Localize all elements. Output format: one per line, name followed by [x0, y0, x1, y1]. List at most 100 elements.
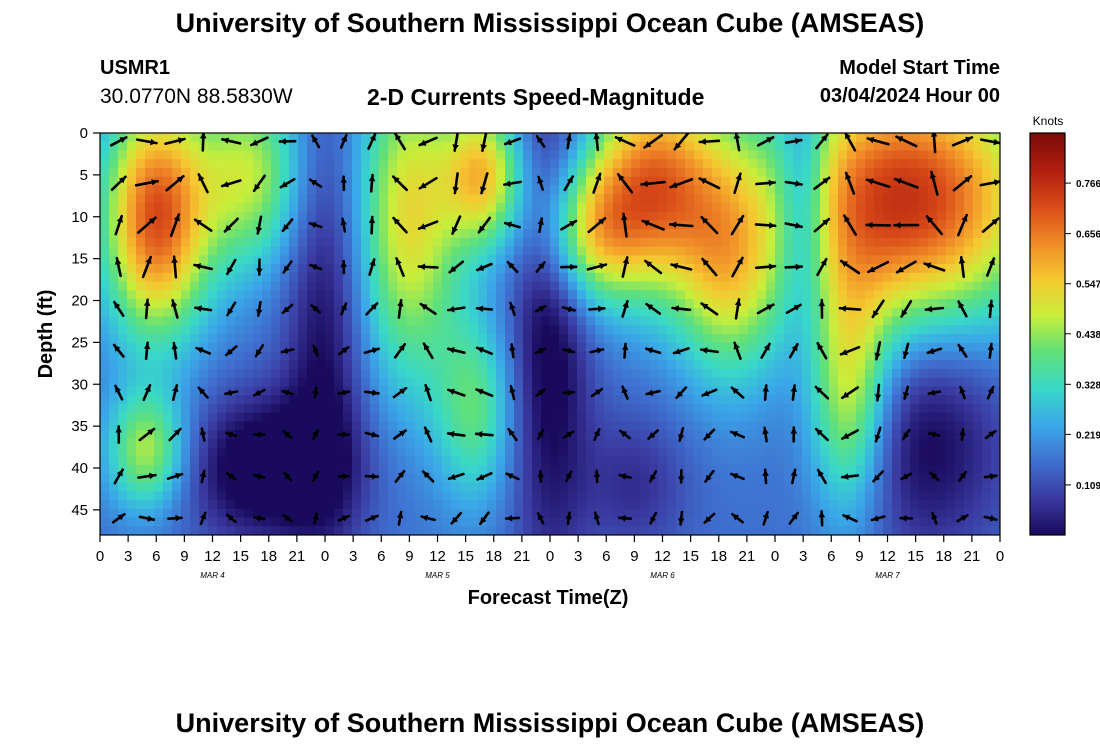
heatmap-cell [226, 342, 236, 353]
heatmap-cell [541, 360, 551, 370]
heatmap-cell [100, 185, 110, 195]
heatmap-cell [361, 334, 371, 344]
heatmap-cell [631, 465, 641, 475]
heatmap-cell [109, 351, 119, 361]
heatmap-cell [442, 351, 452, 361]
heatmap-cell [352, 281, 362, 291]
heatmap-cell [361, 456, 371, 466]
heatmap-cell [100, 167, 110, 178]
heatmap-cell [901, 290, 911, 300]
heatmap-cell [739, 316, 749, 326]
heatmap-cell [838, 290, 848, 300]
heatmap-cell [793, 159, 803, 169]
heatmap-cell [946, 316, 956, 326]
heatmap-cell [847, 368, 857, 379]
heatmap-cell [118, 185, 128, 195]
heatmap-cell [523, 150, 533, 160]
heatmap-cell [559, 438, 569, 449]
heatmap-cell [271, 465, 281, 475]
heatmap-cell [325, 133, 335, 143]
heatmap-cell [190, 185, 200, 195]
heatmap-cell [397, 167, 407, 178]
heatmap-cell [559, 508, 569, 519]
heatmap-cell [712, 281, 722, 291]
heatmap-cell [424, 526, 434, 535]
heatmap-cell [784, 185, 794, 195]
heatmap-cell [568, 290, 578, 300]
heatmap-cell [721, 141, 731, 152]
heatmap-cell [352, 255, 362, 265]
heatmap-cell [721, 438, 731, 449]
heatmap-cell [145, 150, 155, 160]
heatmap-cell [397, 229, 407, 239]
heatmap-cell [577, 133, 587, 143]
heatmap-cell [325, 211, 335, 221]
heatmap-cell [253, 281, 263, 291]
heatmap-cell [847, 412, 857, 422]
heatmap-cell [397, 334, 407, 344]
heatmap-cell [379, 447, 389, 457]
heatmap-cell [829, 194, 839, 204]
heatmap-cell [523, 325, 533, 335]
heatmap-cell [514, 133, 524, 143]
heatmap-cell [118, 334, 128, 344]
heatmap-cell [487, 447, 497, 457]
heatmap-cell [577, 194, 587, 204]
heatmap-cell [595, 473, 605, 484]
heatmap-cell [577, 185, 587, 195]
heatmap-cell [352, 403, 362, 414]
heatmap-cell [892, 421, 902, 431]
heatmap-cell [901, 194, 911, 204]
heatmap-cell [451, 281, 461, 291]
heatmap-cell [379, 264, 389, 274]
heatmap-cell [964, 465, 974, 475]
heatmap-cell [586, 150, 596, 160]
heatmap-cell [901, 299, 911, 309]
heatmap-cell [325, 360, 335, 370]
heatmap-cell [136, 220, 146, 230]
heatmap-cell [298, 316, 308, 326]
heatmap-cell [847, 159, 857, 169]
heatmap-cell [532, 316, 542, 326]
heatmap-cell [694, 316, 704, 326]
heatmap-cell [604, 325, 614, 335]
heatmap-cell [334, 290, 344, 300]
heatmap-cell [136, 342, 146, 353]
vector-head [199, 470, 207, 478]
heatmap-cell [946, 246, 956, 256]
heatmap-cell [316, 220, 326, 230]
heatmap-cell [451, 211, 461, 221]
heatmap-cell [784, 482, 794, 492]
heatmap-cell [127, 325, 137, 335]
heatmap-cell [613, 334, 623, 344]
heatmap-cell [388, 150, 398, 160]
heatmap-cell [217, 517, 227, 527]
heatmap-cell [838, 307, 848, 318]
heatmap-cell [613, 299, 623, 309]
heatmap-cell [649, 325, 659, 335]
heatmap-cell [316, 299, 326, 309]
heatmap-cell [388, 368, 398, 379]
heatmap-cell [694, 220, 704, 230]
heatmap-cell [235, 159, 245, 169]
vector-head [283, 515, 291, 522]
heatmap-cell [901, 202, 911, 213]
heatmap-cell [415, 237, 425, 248]
heatmap-cell [226, 508, 236, 519]
heatmap-cell [784, 517, 794, 527]
heatmap-cell [217, 360, 227, 370]
heatmap-cell [667, 491, 677, 501]
heatmap-cell [577, 281, 587, 291]
heatmap-cell [127, 281, 137, 291]
heatmap-cell [271, 386, 281, 396]
heatmap-cell [262, 316, 272, 326]
heatmap-cell [505, 334, 515, 344]
heatmap-cell [640, 211, 650, 221]
heatmap-cell [523, 360, 533, 370]
heatmap-cell [523, 342, 533, 353]
heatmap-cell [883, 211, 893, 221]
heatmap-cell [748, 334, 758, 344]
heatmap-cell [280, 438, 290, 449]
heatmap-cell [334, 386, 344, 396]
heatmap-cell [271, 272, 281, 283]
